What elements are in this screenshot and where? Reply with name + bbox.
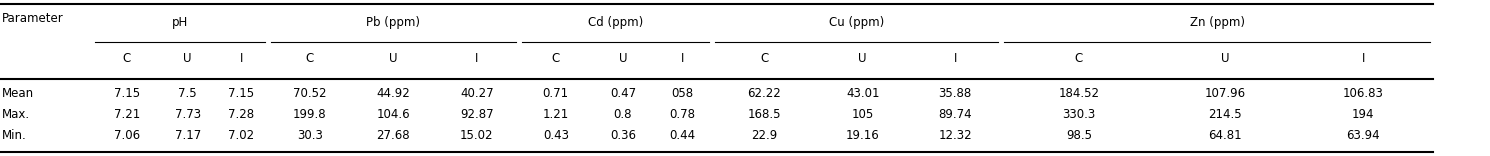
Text: 0.47: 0.47 [609,87,636,100]
Text: 7.15: 7.15 [228,87,255,100]
Text: 7.73: 7.73 [174,108,201,121]
Text: 1.21: 1.21 [542,108,569,121]
Text: U: U [618,52,627,65]
Text: pH: pH [173,16,188,29]
Text: 64.81: 64.81 [1208,129,1241,142]
Text: I: I [475,52,478,65]
Text: Zn (ppm): Zn (ppm) [1191,16,1244,29]
Text: 7.06: 7.06 [113,129,140,142]
Text: 104.6: 104.6 [377,108,410,121]
Text: 168.5: 168.5 [748,108,781,121]
Text: C: C [760,52,769,65]
Text: 0.36: 0.36 [609,129,636,142]
Text: I: I [240,52,243,65]
Text: 7.28: 7.28 [228,108,255,121]
Text: 7.21: 7.21 [113,108,140,121]
Text: 22.9: 22.9 [751,129,778,142]
Text: 194: 194 [1351,108,1375,121]
Text: C: C [122,52,131,65]
Text: 330.3: 330.3 [1062,108,1095,121]
Text: 40.27: 40.27 [460,87,493,100]
Text: 0.44: 0.44 [669,129,696,142]
Text: 0.71: 0.71 [542,87,569,100]
Text: 107.96: 107.96 [1204,87,1246,100]
Text: Mean: Mean [1,87,34,100]
Text: C: C [551,52,560,65]
Text: 199.8: 199.8 [294,108,326,121]
Text: U: U [183,52,192,65]
Text: 92.87: 92.87 [460,108,493,121]
Text: 63.94: 63.94 [1347,129,1380,142]
Text: Min.: Min. [1,129,27,142]
Text: 7.17: 7.17 [174,129,201,142]
Text: 30.3: 30.3 [297,129,323,142]
Text: U: U [858,52,867,65]
Text: Max.: Max. [1,108,30,121]
Text: 058: 058 [672,87,693,100]
Text: I: I [954,52,957,65]
Text: 15.02: 15.02 [460,129,493,142]
Text: 105: 105 [852,108,873,121]
Text: 7.5: 7.5 [179,87,197,100]
Text: 12.32: 12.32 [939,129,971,142]
Text: Parameter: Parameter [1,12,63,25]
Text: Cu (ppm): Cu (ppm) [828,16,885,29]
Text: 35.88: 35.88 [939,87,971,100]
Text: U: U [389,52,398,65]
Text: 43.01: 43.01 [846,87,879,100]
Text: I: I [1362,52,1365,65]
Text: 7.15: 7.15 [113,87,140,100]
Text: 7.02: 7.02 [228,129,255,142]
Text: 0.8: 0.8 [614,108,632,121]
Text: I: I [681,52,684,65]
Text: U: U [1220,52,1229,65]
Text: 98.5: 98.5 [1065,129,1092,142]
Text: 106.83: 106.83 [1342,87,1384,100]
Text: 62.22: 62.22 [748,87,781,100]
Text: C: C [1074,52,1083,65]
Text: 214.5: 214.5 [1208,108,1241,121]
Text: Cd (ppm): Cd (ppm) [587,16,644,29]
Text: 19.16: 19.16 [846,129,879,142]
Text: C: C [305,52,314,65]
Text: Pb (ppm): Pb (ppm) [367,16,420,29]
Text: 70.52: 70.52 [294,87,326,100]
Text: 27.68: 27.68 [377,129,410,142]
Text: 184.52: 184.52 [1058,87,1100,100]
Text: 0.43: 0.43 [542,129,569,142]
Text: 89.74: 89.74 [939,108,971,121]
Text: 44.92: 44.92 [377,87,410,100]
Text: 0.78: 0.78 [669,108,696,121]
